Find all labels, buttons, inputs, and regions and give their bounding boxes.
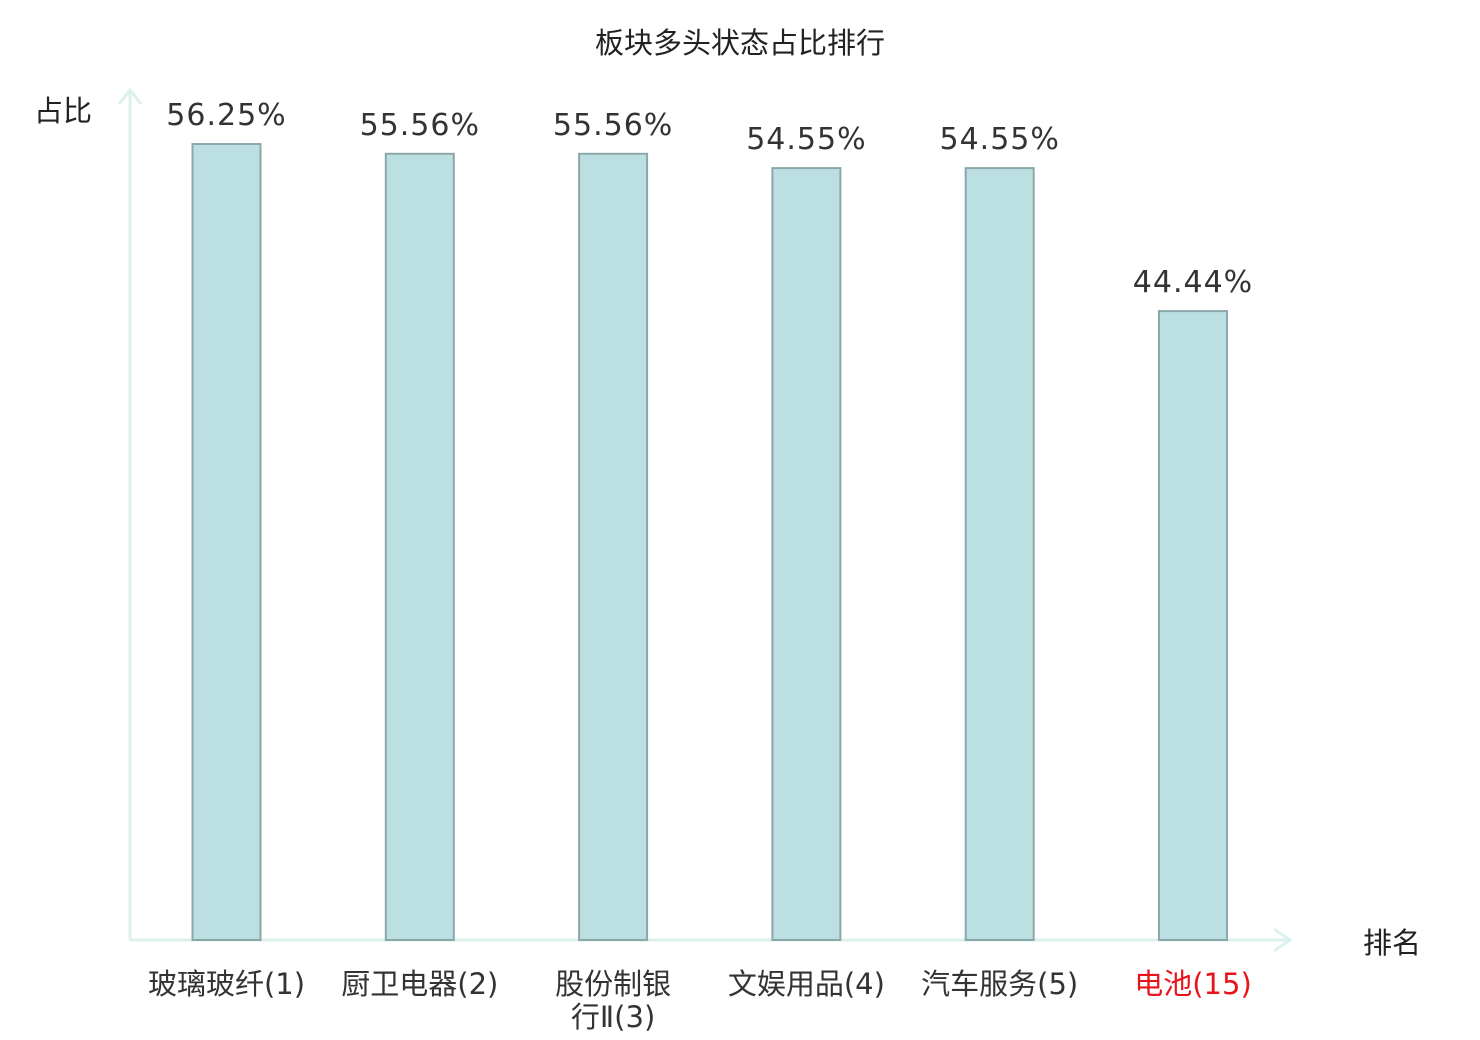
bar xyxy=(964,167,1035,942)
category-label-line: 玻璃玻纤(1) xyxy=(148,967,305,1001)
bar-value-label: 54.55% xyxy=(746,122,866,157)
bar-value-label: 44.44% xyxy=(1133,265,1253,300)
bar-value-label: 55.56% xyxy=(360,108,480,143)
bar xyxy=(771,167,842,942)
category-label-line: 汽车服务(5) xyxy=(921,967,1078,1001)
x-axis xyxy=(130,927,1293,953)
bar-value-label: 56.25% xyxy=(166,98,286,133)
category-label: 文娱用品(4) xyxy=(728,967,885,1001)
bar-value-label: 54.55% xyxy=(940,122,1060,157)
category-label-line: 电池(15) xyxy=(1134,967,1252,1001)
category-label-line: 股份制银 xyxy=(555,967,671,1001)
x-axis-label: 排名 xyxy=(1363,926,1421,960)
y-axis-label: 占比 xyxy=(34,94,92,128)
bars-group xyxy=(191,143,1228,942)
chart-title: 板块多头状态占比排行 xyxy=(595,26,885,60)
category-label: 厨卫电器(2) xyxy=(341,967,498,1001)
category-label-line: 厨卫电器(2) xyxy=(341,967,498,1001)
category-labels-group: 玻璃玻纤(1) 厨卫电器(2) 股份制银行Ⅱ(3) 文娱用品(4) 汽车服务(5) 电池(… xyxy=(148,967,1252,1034)
bar-value-label: 55.56% xyxy=(553,108,673,143)
bar xyxy=(578,152,649,942)
category-label: 汽车服务(5) xyxy=(921,967,1078,1001)
category-label-line: 行Ⅱ(3) xyxy=(571,1000,655,1034)
bar xyxy=(191,143,262,941)
bar xyxy=(384,152,455,942)
category-label: 玻璃玻纤(1) xyxy=(148,967,305,1001)
category-label: 电池(15) xyxy=(1134,967,1252,1001)
category-label-line: 文娱用品(4) xyxy=(728,967,885,1001)
y-axis xyxy=(117,87,143,940)
bar xyxy=(1158,310,1228,942)
category-label: 股份制银行Ⅱ(3) xyxy=(555,967,671,1034)
value-labels-group: 56.25% 55.56% 55.56% 54.55% 54.55% 44.44% xyxy=(166,98,1253,300)
